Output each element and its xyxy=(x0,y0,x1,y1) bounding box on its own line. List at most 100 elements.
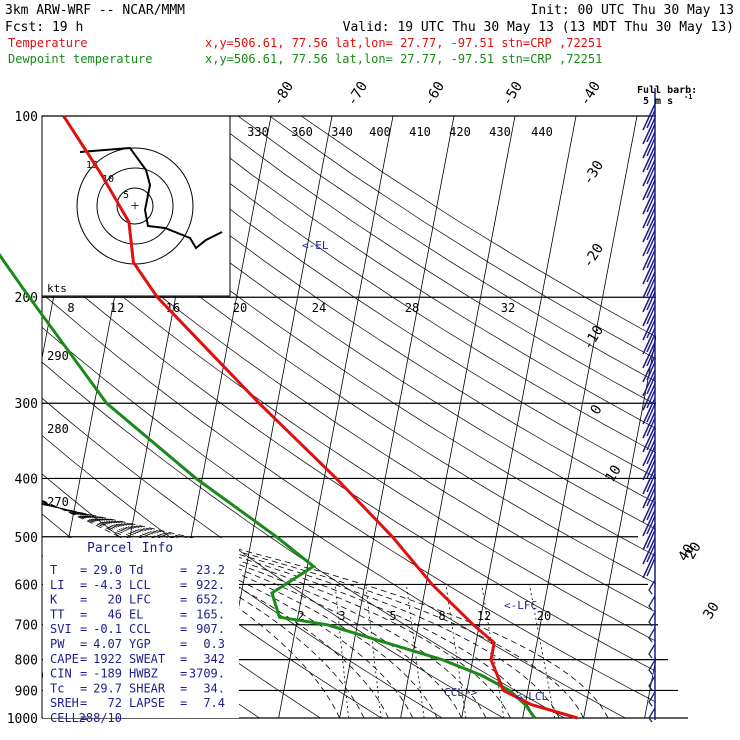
parcel-info-equals: = xyxy=(180,593,187,607)
pressure-tick-label: 800 xyxy=(15,654,38,669)
wind-barb xyxy=(642,229,656,257)
marker-lcl: <-LCL xyxy=(515,690,548,703)
parcel-info-equals: = xyxy=(80,711,87,725)
isotherm-label: 30 xyxy=(700,599,723,622)
theta-e-label: 290 xyxy=(47,349,69,363)
isotherm-label: -40 xyxy=(577,79,604,109)
pressure-tick-label: 700 xyxy=(15,619,38,634)
marker-lfc: <-LFC xyxy=(504,599,537,612)
legend-dewpoint-label: Dewpoint temperature xyxy=(8,52,153,66)
wind-barb xyxy=(642,383,656,411)
marker-el: <-EL xyxy=(302,239,329,252)
parcel-info-equals: = xyxy=(180,622,187,636)
parcel-info-equals: = xyxy=(180,681,187,695)
mixing-ratio-label: 12 xyxy=(477,609,491,623)
wind-barb xyxy=(648,611,656,627)
theta-label: 430 xyxy=(489,125,511,139)
parcel-info-cell: 29.0 xyxy=(93,563,122,577)
wind-barb xyxy=(642,313,656,341)
hodograph-ring-5 xyxy=(116,187,154,225)
parcel-info-cell: K xyxy=(50,593,58,607)
wind-barb xyxy=(642,243,656,271)
parcel-info-equals: = xyxy=(80,593,87,607)
theta-label: 410 xyxy=(409,125,431,139)
wind-barb xyxy=(642,495,656,523)
dry-adiabat-line xyxy=(42,137,656,557)
parcel-info-cell: 20 xyxy=(108,593,122,607)
pressure-tick-label: 500 xyxy=(15,531,38,546)
hodograph-x-label: 32 xyxy=(501,301,515,315)
parcel-info-cell: LCL xyxy=(129,578,151,592)
barb-key-unit: -1 xyxy=(684,93,692,101)
wind-barb xyxy=(642,355,656,383)
isotherm-label: -80 xyxy=(270,79,297,109)
wind-barb xyxy=(648,643,656,659)
parcel-info-cell: CAPE xyxy=(50,652,79,666)
wind-barb xyxy=(642,509,656,537)
pressure-tick-label: 900 xyxy=(15,684,38,699)
dry-adiabat-line xyxy=(42,292,656,703)
parcel-info-cell: CELL xyxy=(50,711,79,725)
parcel-info-cell: 46 xyxy=(108,607,122,621)
parcel-info-cell: 922. xyxy=(196,578,225,592)
pressure-tick-label: 1000 xyxy=(7,712,38,727)
barb-key-label: Full barb: xyxy=(637,85,697,96)
dry-adiabat-line xyxy=(42,361,566,718)
parcel-info-equals: = xyxy=(180,578,187,592)
dry-adiabat-line xyxy=(206,116,656,406)
parcel-info-cell: HWBZ xyxy=(129,667,158,681)
legend-temperature-label: Temperature xyxy=(8,36,87,50)
wind-barb xyxy=(648,707,656,723)
wind-barb xyxy=(642,411,656,439)
isotherm-label: 0 xyxy=(588,402,606,418)
pressure-tick-label: 100 xyxy=(15,110,38,125)
wind-barb xyxy=(642,201,656,229)
parcel-info-cell: LI xyxy=(50,578,64,592)
wind-barb xyxy=(642,117,656,145)
mixing-ratio-label: 20 xyxy=(537,609,551,623)
theta-e-label: 270 xyxy=(47,495,69,509)
isotherm-line xyxy=(339,116,455,718)
parcel-info-cell: EL xyxy=(129,607,143,621)
parcel-info-equals: = xyxy=(80,563,87,577)
hodograph-x-label: 24 xyxy=(312,301,326,315)
parcel-info-cell: SWEAT xyxy=(129,652,165,666)
isotherm-label: -10 xyxy=(580,323,607,353)
theta-label: 400 xyxy=(369,125,391,139)
parcel-info-cell: LAPSE xyxy=(129,696,165,710)
valid-time: Valid: 19 UTC Thu 30 May 13 (13 MDT Thu … xyxy=(343,20,734,35)
wind-barb xyxy=(642,523,656,551)
isotherm-line xyxy=(400,116,516,718)
hodograph-ring-10 xyxy=(96,167,174,245)
theta-label: 360 xyxy=(291,125,313,139)
parcel-info-panel: Parcel Info T 29.0 Td 23.2= =LI -4.3 LCL 922.= =… xyxy=(43,538,239,725)
wind-barb xyxy=(642,467,656,495)
parcel-info-cell: SHEAR xyxy=(129,681,166,695)
hodograph-ring-label-5: 5 xyxy=(123,190,129,201)
wind-barb xyxy=(642,173,656,201)
parcel-info-equals: = xyxy=(80,652,87,666)
dry-adiabat-line xyxy=(42,326,627,718)
hodograph-x-label: 8 xyxy=(67,301,74,315)
parcel-info-equals: = xyxy=(80,667,87,681)
theta-label: 420 xyxy=(449,125,471,139)
isotherm-label: -70 xyxy=(344,79,371,109)
parcel-info-cell: -189 xyxy=(93,667,122,681)
mixing-ratio-label: 3 xyxy=(338,609,345,623)
hodograph-ring-label-15: 15 xyxy=(86,160,98,171)
dry-adiabat-line xyxy=(143,116,656,454)
isotherm-label: 20 xyxy=(682,539,705,562)
isotherm-label: -30 xyxy=(580,158,607,188)
parcel-info-cell: Td xyxy=(129,563,143,577)
parcel-info-cell: 0.3 xyxy=(203,637,225,651)
dry-adiabat-line xyxy=(42,397,505,718)
parcel-info-cell: -0.1 xyxy=(93,622,122,636)
isotherm-label: -60 xyxy=(421,79,448,109)
parcel-info-equals: = xyxy=(180,652,187,666)
parcel-info-cell: 907. xyxy=(196,622,225,636)
parcel-info-cell: T xyxy=(50,563,57,577)
wind-barb xyxy=(642,397,656,425)
wind-barb xyxy=(648,627,656,643)
theta-label: 340 xyxy=(331,125,353,139)
